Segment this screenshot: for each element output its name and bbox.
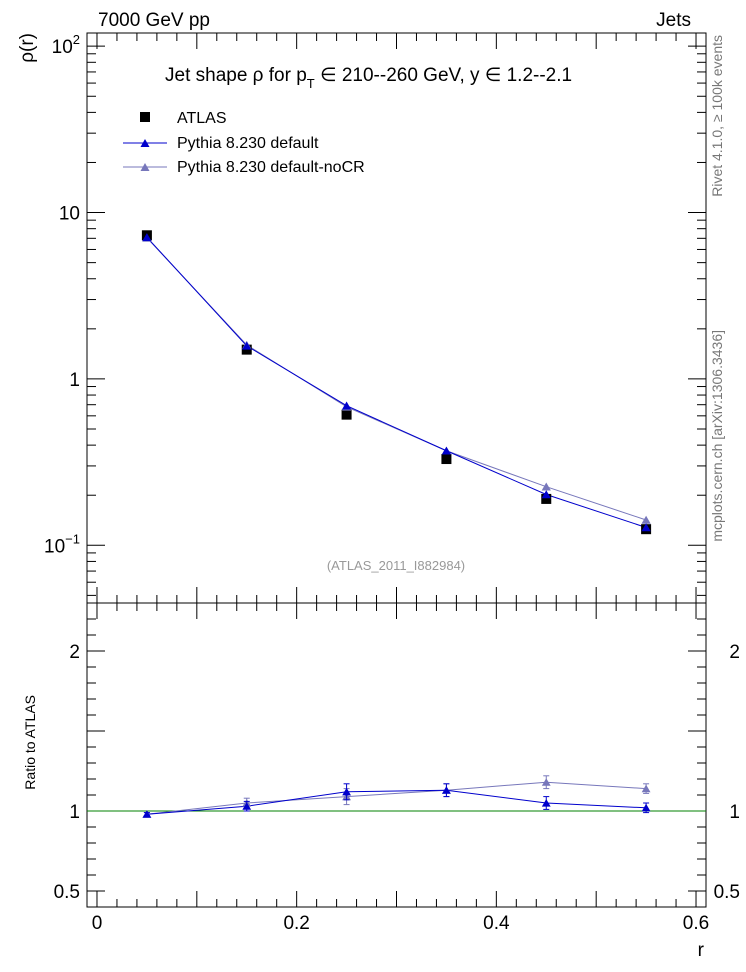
- title-subscript: T: [307, 76, 315, 91]
- ratio-point: [442, 786, 451, 794]
- legend-label-atlas: ATLAS: [177, 110, 227, 127]
- main-plot-series: [141, 230, 652, 535]
- legend-marker-atlas: [140, 112, 150, 122]
- header-left: 7000 GeV pp: [98, 10, 210, 31]
- ratio-y-tick-label: 0.5: [54, 882, 80, 903]
- mc-point: [641, 523, 651, 532]
- atlas-point: [541, 493, 552, 504]
- legend-marker-default: [140, 139, 150, 147]
- main-y-tick-label: 102: [52, 32, 80, 58]
- ratio-y-axis-label: Ratio to ATLAS: [22, 695, 38, 790]
- header-right: Jets: [656, 10, 691, 31]
- ratio-point: [342, 787, 351, 796]
- main-y-tick-base: 10: [44, 536, 65, 557]
- main-y-tick-exp: −1: [65, 531, 80, 546]
- ratio-plot-frame: [86, 602, 707, 908]
- chart-title: Jet shape ρ for pT ∈ 210--260 GeV, y ∈ 1…: [165, 65, 572, 91]
- ratio-series-line: [146, 789, 647, 815]
- x-tick-label: 0.2: [283, 913, 309, 934]
- ratio-series-line: [146, 781, 647, 815]
- main-series-line: [146, 236, 647, 528]
- main-y-axis-label: ρ(r): [17, 33, 38, 63]
- legend: ATLAS Pythia 8.230 default Pythia 8.230 …: [123, 110, 365, 176]
- main-y-tick-base: 1: [69, 370, 80, 391]
- x-tick-label: 0.4: [483, 913, 510, 934]
- ratio-y-tick-label-right: 0.5: [714, 882, 740, 903]
- atlas-point: [441, 454, 452, 465]
- main-y-tick-label: 10−1: [44, 531, 80, 557]
- ratio-point: [641, 803, 651, 812]
- ratio-axis-ticks: 0.5 0.5 1 1 2 2: [54, 602, 740, 908]
- mcplots-label: mcplots.cern.ch [arXiv:1306.3436]: [709, 330, 725, 542]
- ratio-point: [641, 784, 651, 793]
- main-y-tick-base: 10: [59, 204, 80, 225]
- main-y-tick-exp: 2: [73, 32, 80, 47]
- legend-label-nocr: Pythia 8.230 default-noCR: [177, 159, 365, 176]
- ratio-point: [242, 802, 252, 810]
- ratio-y-tick-label-right: 2: [729, 642, 740, 663]
- mc-point: [541, 490, 551, 499]
- ratio-y-tick-label: 2: [69, 642, 80, 663]
- legend-label-default: Pythia 8.230 default: [177, 135, 319, 152]
- ratio-point: [541, 778, 551, 786]
- x-tick-label: 0.6: [683, 913, 709, 934]
- rivet-label: Rivet 4.1.0, ≥ 100k events: [709, 35, 725, 197]
- analysis-label: (ATLAS_2011_I882984): [327, 558, 465, 573]
- mc-point: [341, 401, 352, 410]
- legend-marker-nocr: [140, 163, 150, 171]
- x-tick-label: 0: [92, 913, 103, 934]
- ratio-y-tick-label-right: 1: [729, 802, 740, 823]
- ratio-point: [541, 799, 551, 807]
- x-axis-ticks: 0 0.2 0.4 0.6: [92, 33, 709, 934]
- ratio-y-tick-label: 1: [69, 802, 80, 823]
- title-part-a: Jet shape ρ for p: [165, 65, 307, 86]
- main-y-tick-label: 1: [69, 370, 80, 391]
- ratio-plot-series: [142, 775, 651, 818]
- mc-point: [441, 446, 452, 455]
- mc-point: [541, 482, 551, 491]
- main-y-tick-base: 10: [52, 37, 73, 58]
- mc-point: [641, 515, 651, 524]
- main-y-tick-label: 10: [59, 204, 80, 225]
- x-axis-label: r: [698, 940, 705, 961]
- main-series-line: [146, 237, 647, 521]
- mc-point: [242, 341, 252, 350]
- title-part-b: ∈ 210--260 GeV, y ∈ 1.2--2.1: [315, 65, 572, 86]
- mc-point: [142, 233, 152, 242]
- ratio-point: [142, 810, 152, 818]
- atlas-point: [341, 409, 352, 420]
